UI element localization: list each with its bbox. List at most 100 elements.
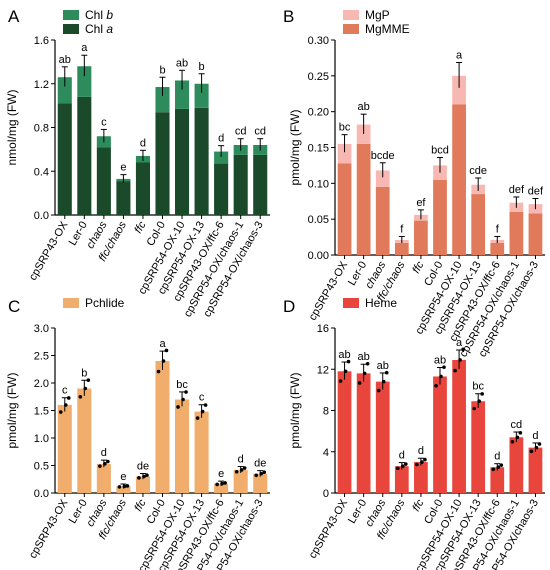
y-tick-label: 2.0 [34, 378, 49, 390]
bar-segment [452, 75, 466, 105]
data-point [262, 470, 267, 475]
significance-letter: d [101, 447, 107, 459]
data-point [461, 347, 465, 352]
y-tick-label: 1.2 [34, 79, 49, 91]
y-axis-label: pmol/mg (FW) [288, 373, 302, 449]
data-point [234, 469, 239, 474]
bar-segment [214, 163, 229, 215]
data-point [365, 362, 370, 366]
bar-segment [375, 170, 390, 187]
data-point [458, 358, 462, 362]
bar-segment [528, 447, 543, 493]
data-point [164, 348, 169, 353]
data-point [122, 484, 127, 489]
panel-letter: B [283, 7, 294, 26]
y-tick-label: 0.00 [308, 250, 329, 262]
bar-segment [490, 242, 505, 255]
bar-segment [433, 376, 447, 493]
data-point [223, 481, 227, 485]
bar-segment [452, 104, 466, 255]
data-point [106, 459, 110, 464]
x-tick-label: cpSRP43-OX [27, 219, 71, 283]
bar-segment [253, 473, 268, 493]
data-point [396, 466, 400, 471]
legend-label: Chl a [85, 22, 113, 36]
panel-letter: A [8, 7, 20, 26]
data-point [176, 405, 180, 409]
y-tick-label: 0 [323, 488, 329, 500]
significance-letter: bcde [371, 150, 395, 162]
significance-letter: ab [358, 101, 370, 113]
data-point [472, 406, 476, 411]
data-point [518, 431, 523, 435]
bar-segment [155, 87, 170, 113]
significance-letter: a [456, 50, 463, 62]
data-point [439, 374, 443, 379]
bar-segment [194, 411, 209, 493]
bar-segment [116, 486, 131, 493]
y-tick-label: 0.8 [34, 123, 49, 135]
legend-swatch [343, 10, 359, 20]
significance-letter: b [199, 61, 205, 73]
y-tick-label: 12 [317, 364, 329, 376]
y-axis-label: pmol/mg (FW) [288, 110, 302, 186]
bar-segment [356, 143, 371, 255]
data-point [453, 368, 457, 373]
bar-segment [490, 467, 505, 493]
panel-letter: D [283, 297, 295, 316]
data-point [259, 471, 264, 476]
data-point [200, 409, 205, 414]
data-point [376, 388, 381, 393]
data-point [404, 462, 408, 466]
significance-letter: c [62, 385, 68, 397]
data-point [125, 484, 130, 488]
bar-segment [96, 147, 111, 215]
data-point [103, 462, 107, 466]
x-tick-label: cpSRP43-OX [27, 497, 71, 561]
bar-segment [414, 462, 428, 493]
bar-segment [356, 373, 371, 493]
significance-letter: ab [358, 351, 370, 363]
bar-segment [135, 162, 150, 215]
significance-letter: ab [377, 360, 389, 372]
data-point [145, 473, 149, 477]
data-point [184, 390, 188, 394]
significance-letter: bc [176, 379, 188, 391]
legend-label: Pchlide [85, 296, 125, 310]
data-point [203, 403, 208, 407]
data-point [357, 381, 362, 385]
bar-segment [57, 103, 72, 215]
significance-letter: d [532, 430, 538, 442]
data-point [66, 396, 71, 400]
data-point [534, 445, 539, 450]
significance-letter: d [399, 450, 405, 462]
bar-segment [175, 80, 190, 109]
significance-letter: b [81, 367, 87, 379]
data-point [58, 410, 63, 414]
bar-segment [528, 213, 543, 255]
y-tick-label: 0.0 [34, 210, 49, 222]
data-point [384, 370, 389, 375]
significance-letter: ab [59, 54, 71, 66]
data-point [181, 397, 185, 402]
data-point [220, 481, 224, 486]
y-tick-label: 0.4 [34, 166, 49, 178]
data-point [239, 468, 244, 472]
data-point [343, 369, 348, 374]
data-point [510, 439, 515, 444]
y-tick-label: 0.5 [34, 461, 49, 473]
legend-swatch [343, 298, 359, 308]
legend-label: MgP [365, 8, 390, 22]
bar-segment [135, 476, 150, 493]
data-point [242, 466, 247, 470]
legend-swatch [343, 24, 359, 34]
bar-segment [77, 96, 92, 215]
y-tick-label: 4 [323, 447, 329, 459]
data-point [529, 449, 534, 454]
data-point [401, 464, 405, 468]
y-tick-label: 0.25 [308, 71, 329, 83]
y-axis-label: nmol/mg (FW) [5, 90, 19, 166]
bar-segment [155, 361, 170, 493]
